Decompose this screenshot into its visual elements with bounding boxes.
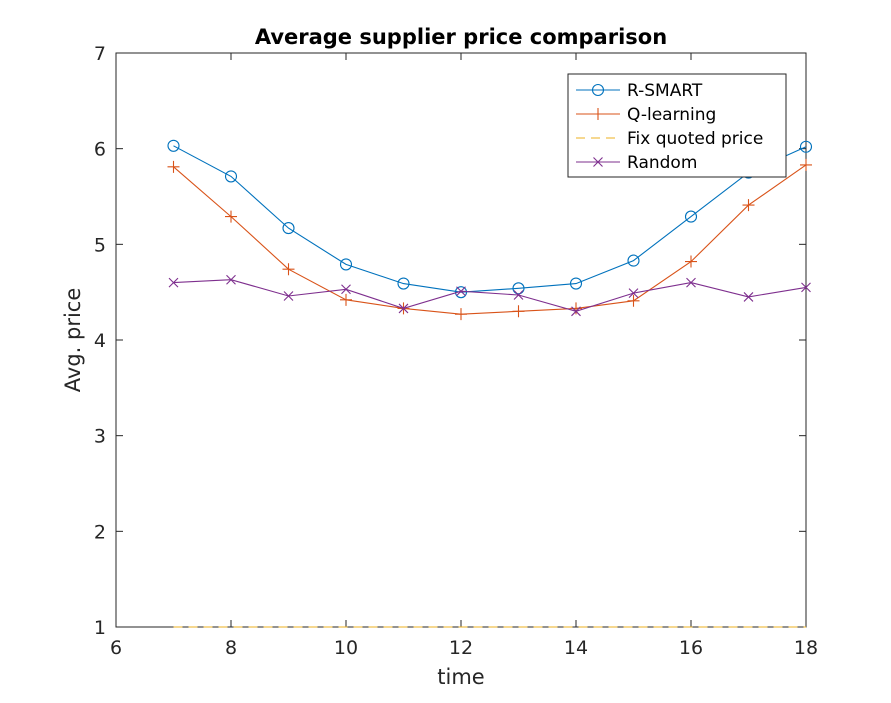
data-point-marker [168, 277, 179, 288]
series-r-smart [167, 139, 813, 299]
data-point-marker [592, 108, 604, 120]
data-point-marker [282, 222, 295, 235]
data-point-marker [800, 158, 812, 171]
legend-label: Random [627, 153, 697, 173]
data-point-marker [282, 263, 295, 276]
data-point-marker [628, 288, 639, 299]
y-tick-label: 3 [94, 426, 106, 448]
data-point-marker [570, 302, 582, 315]
legend-item: Random [576, 153, 697, 173]
x-tick-label: 12 [449, 637, 473, 659]
data-point-marker [685, 255, 697, 268]
y-tick-label: 1 [94, 617, 106, 639]
series-line [173, 279, 807, 312]
data-point-marker [686, 277, 696, 288]
series-group [167, 139, 813, 628]
x-axis-title: time [437, 665, 484, 689]
data-point-marker [340, 293, 352, 306]
series-q-learning [167, 158, 812, 321]
data-point-marker [799, 140, 813, 153]
x-tick-label: 14 [564, 637, 588, 659]
data-point-marker [339, 258, 353, 271]
data-point-marker [513, 290, 524, 300]
data-point-marker [397, 277, 410, 290]
y-tick-label: 6 [94, 139, 106, 161]
y-tick-label: 5 [94, 234, 106, 256]
legend-item: Fix quoted price [576, 129, 763, 149]
data-point-marker [684, 210, 698, 223]
data-point-marker [571, 306, 581, 317]
data-point-marker [627, 254, 640, 267]
data-point-marker [224, 170, 238, 183]
legend-item: Q-learning [576, 105, 716, 125]
data-point-marker [226, 274, 236, 285]
data-point-marker [742, 199, 755, 212]
y-tick-label: 4 [94, 330, 106, 352]
series-line [173, 164, 807, 315]
x-tick-label: 10 [334, 637, 358, 659]
data-point-marker [455, 308, 467, 321]
data-point-marker [341, 284, 351, 295]
series-random [168, 274, 811, 317]
y-tick-label: 7 [94, 43, 106, 65]
data-point-marker [743, 292, 754, 302]
legend-label: R-SMART [627, 81, 703, 101]
data-point-marker [225, 210, 237, 223]
x-tick-label: 18 [794, 637, 818, 659]
y-axis-title: Avg. price [61, 288, 85, 393]
x-tick-label: 16 [679, 637, 703, 659]
legend-label: Fix quoted price [627, 129, 763, 149]
data-point-marker [167, 139, 180, 152]
data-point-marker [591, 83, 605, 97]
data-point-marker [454, 286, 468, 299]
series-line [173, 145, 807, 293]
legend-box [567, 73, 787, 178]
x-tick-label: 8 [225, 637, 237, 659]
legend-item: R-SMART [576, 81, 703, 101]
chart-title: Average supplier price comparison [255, 25, 667, 49]
data-point-marker [801, 282, 811, 293]
data-point-marker [512, 305, 525, 318]
data-point-marker [512, 282, 525, 295]
data-point-marker [569, 277, 583, 290]
data-point-marker [593, 157, 603, 167]
y-tick-label: 2 [94, 521, 106, 543]
data-point-marker [167, 160, 180, 173]
data-point-marker [627, 294, 640, 307]
data-point-marker [398, 303, 409, 314]
data-point-marker [283, 291, 294, 301]
legend-label: Q-learning [627, 105, 716, 125]
data-point-marker [456, 286, 466, 297]
x-tick-label: 6 [110, 637, 122, 659]
legend: R-SMART Q-learning Fix quoted price Random [567, 73, 787, 178]
